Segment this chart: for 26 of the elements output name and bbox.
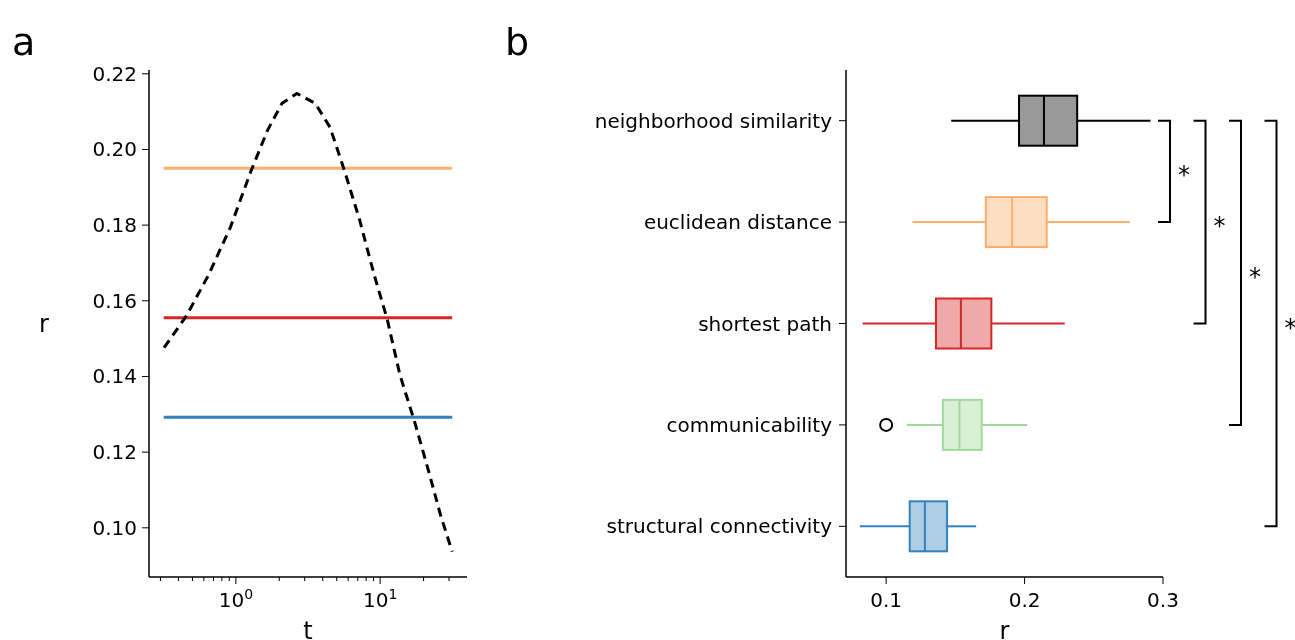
y-tick-label: neighborhood similarity [594,108,833,133]
y-tick-label: 0.12 [92,440,137,465]
y-tick-label: shortest path [698,311,832,336]
x-tick-label: 0.3 [1147,588,1179,612]
y-tick-label: 0.16 [92,288,137,313]
text: * [1284,313,1295,342]
y-tick-label: euclidean distance [643,210,832,235]
y-tick-label: 0.22 [92,61,137,86]
x-axis-title: r [999,617,1010,640]
text: b [505,20,530,64]
y-tick-label: communicability [666,412,833,437]
x-tick-label: 10$^{1}$ [362,586,398,612]
x-tick-label: 10$^{0}$ [218,586,254,612]
y-tick-label: structural connectivity [606,514,833,539]
x-tick-label: 0.1 [870,588,903,612]
chart-title: a [12,20,36,64]
text: * [1249,262,1261,291]
text: * [1213,212,1226,241]
y-axis-title: r [39,309,50,338]
y-tick-label: 0.10 [92,515,137,540]
text: * [1178,161,1190,190]
x-axis-title: t [303,617,313,640]
x-tick-label: 0.2 [1008,588,1041,612]
y-tick-label: 0.18 [92,213,137,238]
y-tick-label: 0.20 [92,137,137,162]
y-tick-label: 0.14 [92,364,137,389]
